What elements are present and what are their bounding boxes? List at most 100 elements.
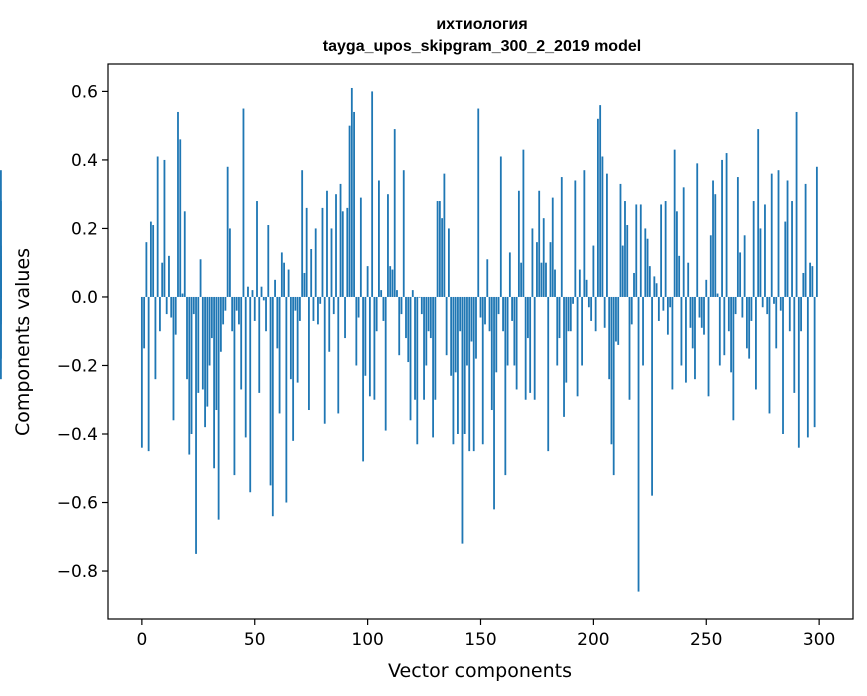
bar [427,296,430,332]
bar [779,296,782,311]
bar [303,272,306,297]
bar [170,296,173,318]
bar [603,296,606,328]
bar [323,296,326,424]
bar [773,296,775,304]
bar [197,296,200,393]
bar [301,170,304,297]
bar [761,296,764,308]
bar [490,296,493,411]
bar [256,201,258,297]
bar [396,290,398,297]
bar [253,296,256,321]
bar [508,252,511,297]
y-axis-label: Components values [12,248,34,436]
bar [755,296,757,390]
bar [628,296,631,400]
bar [676,211,678,297]
bar [660,204,663,297]
bar [757,129,760,297]
bar [574,180,577,297]
bar [678,255,681,297]
bar [736,177,739,297]
bar [174,296,177,335]
bar [739,252,742,297]
bar [662,296,665,311]
bar [782,296,784,434]
bar [635,204,638,297]
x-tick-label: 150 [464,630,496,650]
bar [680,296,683,366]
bar [793,296,796,393]
bar [140,296,143,448]
bar [748,296,751,359]
bar [470,296,473,342]
bar [777,170,780,297]
bar [312,296,315,321]
bar [709,235,712,297]
bar [506,296,509,366]
bar [362,296,365,462]
bar [389,266,392,297]
bar [402,170,405,297]
bar [262,296,265,301]
bar [233,296,236,476]
bar [213,296,216,469]
bar [380,290,383,297]
y-axis-ticks: −0.8 −0.6 −0.4 −0.2 0.0 0.2 0.4 0.6 [57,82,108,582]
bar [326,190,328,297]
bar [727,296,730,332]
bar [382,296,385,321]
bar [330,228,333,297]
bar [698,296,701,318]
bar [542,218,545,297]
bar [226,166,229,297]
bar [689,296,692,328]
bar [269,296,272,486]
bar [639,204,642,297]
bar [452,296,455,445]
bar [208,296,211,366]
bar [712,180,714,297]
bar [168,255,170,297]
bar [581,296,583,366]
bar [664,201,667,297]
bar [493,296,495,510]
bar [145,242,148,297]
bar [651,296,653,496]
bar-series [0,87,818,592]
bar [795,111,798,297]
bar [590,296,593,321]
bar [479,296,482,318]
y-tick-label: 0.2 [71,219,98,239]
bar [278,296,281,414]
bar [310,249,313,297]
bar [642,296,644,366]
bar [536,242,538,297]
bar [488,296,491,332]
bar [0,201,2,297]
bar [714,194,717,297]
bar [405,296,407,339]
bar [475,296,477,359]
bar [154,296,157,380]
bar [215,296,218,411]
bar [703,296,705,335]
bar [472,296,475,452]
y-tick-label: 0.4 [71,151,98,171]
y-tick-label: 0.6 [71,82,98,102]
bar [186,296,188,380]
bar [788,296,791,332]
bar [271,296,274,517]
bar [556,296,559,366]
bar [671,296,674,390]
bar [565,296,568,383]
bar [599,105,602,297]
bar [612,296,615,476]
bar [524,296,527,400]
bar [179,139,182,297]
bar [578,269,581,297]
bar [222,296,225,325]
bar [294,296,297,311]
bar [156,156,159,297]
